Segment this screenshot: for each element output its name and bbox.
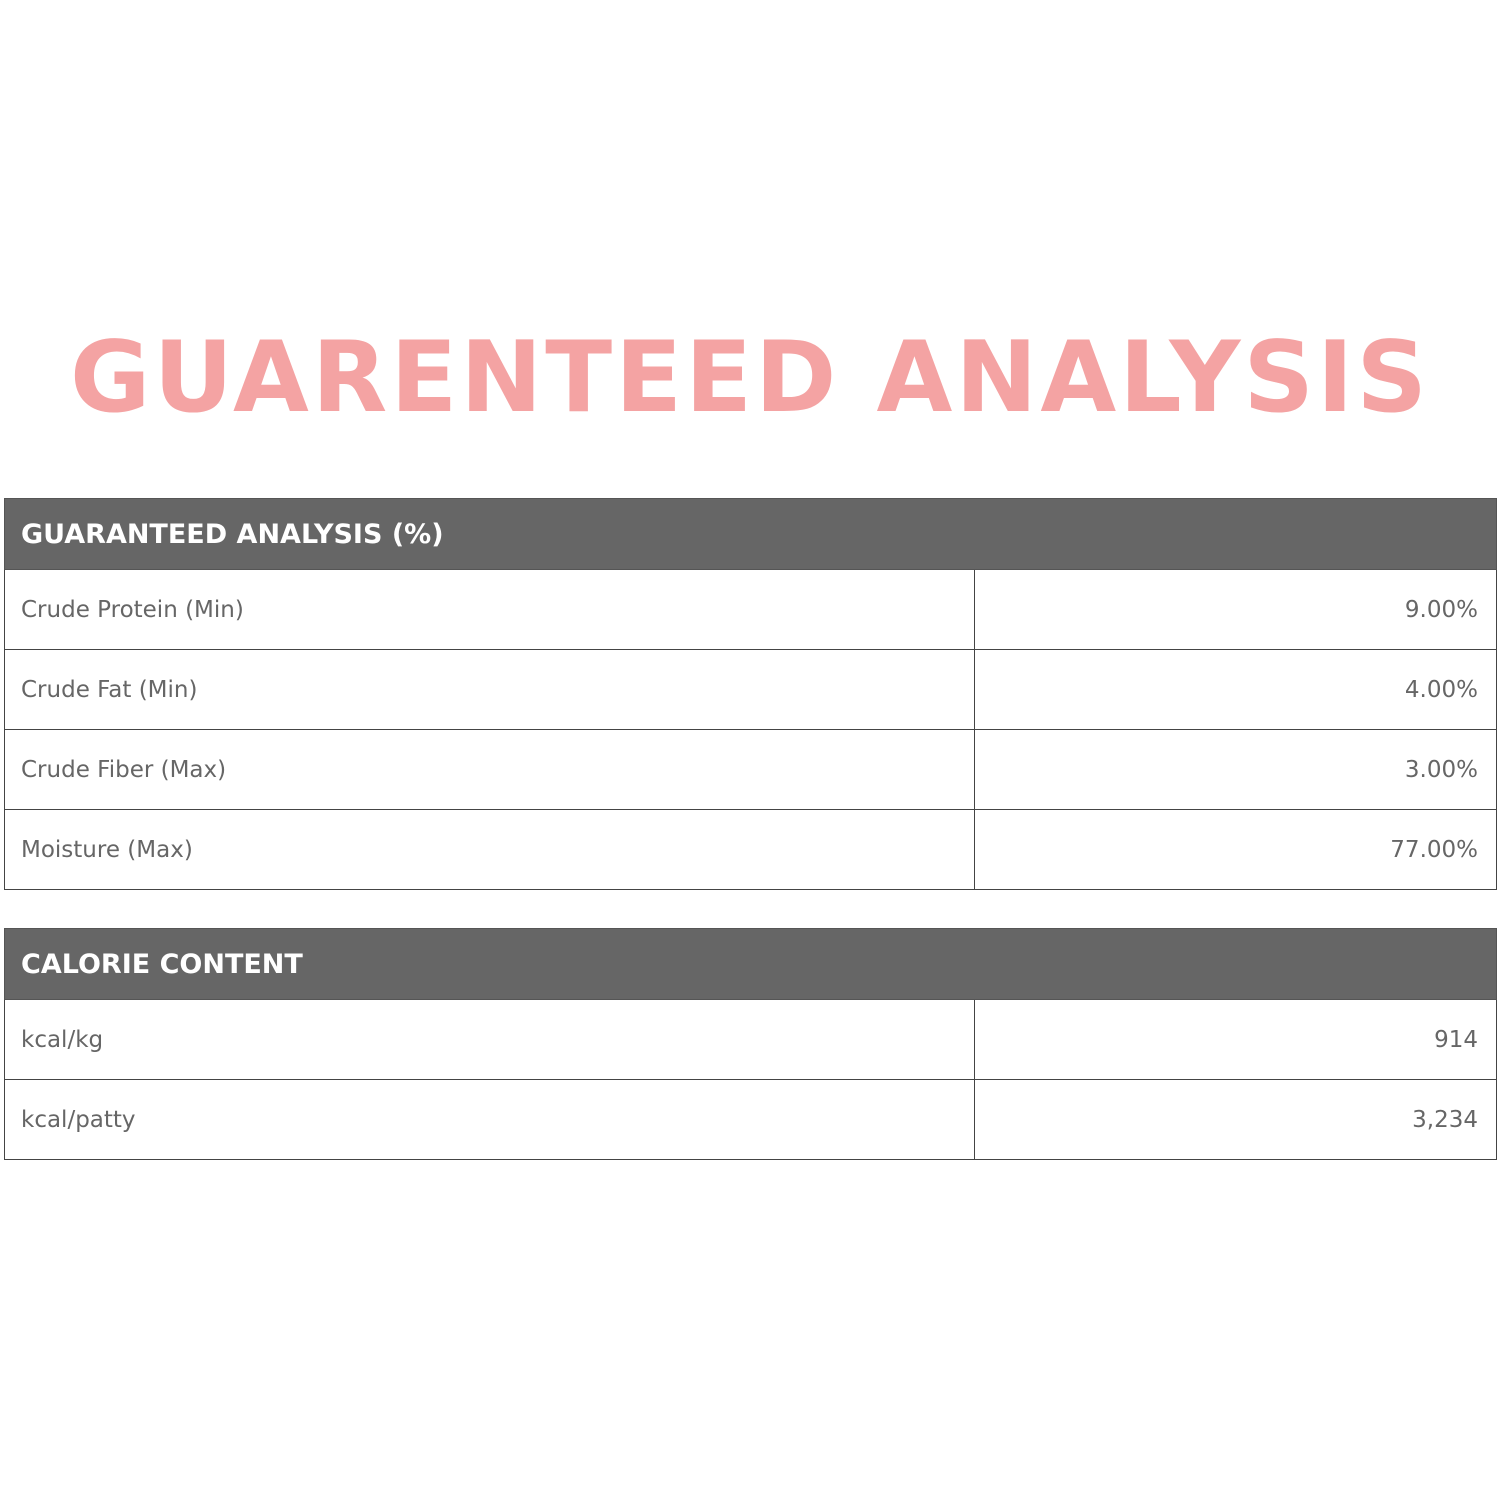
calorie-label: kcal/kg <box>4 999 975 1080</box>
nutrient-label: Crude Fiber (Max) <box>4 729 975 810</box>
nutrient-value: 4.00% <box>974 649 1497 730</box>
page-title: GUARENTEED ANALYSIS <box>70 321 1430 435</box>
calorie-label: kcal/patty <box>4 1079 975 1160</box>
table-row: kcal/patty 3,234 <box>4 1079 1497 1160</box>
nutrient-value: 9.00% <box>974 569 1497 650</box>
nutrient-value: 77.00% <box>974 809 1497 890</box>
table-row: kcal/kg 914 <box>4 999 1497 1080</box>
calorie-value: 914 <box>974 999 1497 1080</box>
table-row: Moisture (Max) 77.00% <box>4 809 1497 890</box>
nutrient-label: Crude Fat (Min) <box>4 649 975 730</box>
table-row: Crude Fat (Min) 4.00% <box>4 649 1497 730</box>
nutrient-label: Crude Protein (Min) <box>4 569 975 650</box>
table-header: GUARANTEED ANALYSIS (%) <box>4 498 1497 570</box>
table-row: Crude Protein (Min) 9.00% <box>4 569 1497 650</box>
nutrient-value: 3.00% <box>974 729 1497 810</box>
guaranteed-analysis-table: GUARANTEED ANALYSIS (%) Crude Protein (M… <box>4 498 1497 890</box>
table-row: Crude Fiber (Max) 3.00% <box>4 729 1497 810</box>
nutrient-label: Moisture (Max) <box>4 809 975 890</box>
calorie-content-table: CALORIE CONTENT kcal/kg 914 kcal/patty 3,2… <box>4 928 1497 1160</box>
table-header: CALORIE CONTENT <box>4 928 1497 1000</box>
calorie-value: 3,234 <box>974 1079 1497 1160</box>
